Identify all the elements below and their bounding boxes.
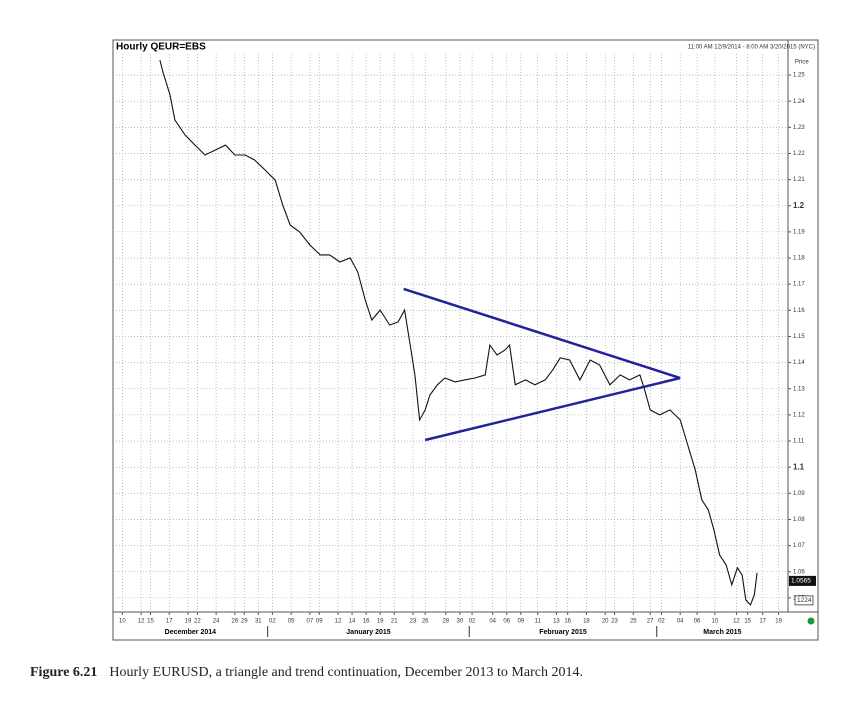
x-tick-label: 16 [363, 619, 370, 625]
x-tick-label: 02 [658, 619, 665, 625]
x-tick-label: 05 [288, 619, 295, 625]
info-box [794, 595, 814, 606]
y-tick-label: 1.06 [793, 569, 805, 575]
x-tick-label: 19 [377, 619, 384, 625]
x-tick-label: 17 [759, 619, 766, 625]
last-price-box [789, 575, 816, 586]
y-tick-label: 1.08 [793, 517, 805, 523]
month-label: December 2014 [165, 629, 216, 636]
x-tick-label: 26 [232, 619, 239, 625]
y-tick-label: 1.17 [793, 282, 805, 288]
x-tick-label: 19 [185, 619, 192, 625]
x-tick-label: 29 [241, 619, 248, 625]
y-tick-label: 1.11 [793, 439, 805, 445]
y-axis-label: Price [795, 60, 809, 66]
y-tick-label: 1.18 [793, 256, 805, 262]
y-tick-label: 1.19 [793, 229, 805, 235]
y-tick-label: 1.13 [793, 386, 805, 392]
y-tick-label: 1.12 [793, 412, 805, 418]
status-dot [807, 617, 815, 625]
x-tick-label: 22 [194, 619, 201, 625]
y-tick-label: 1.15 [793, 334, 805, 340]
x-tick-label: 09 [517, 619, 524, 625]
x-tick-label: 17 [166, 619, 173, 625]
x-tick-label: 27 [647, 619, 654, 625]
x-tick-label: 12 [733, 619, 740, 625]
y-tick-label: 1.23 [793, 125, 805, 131]
y-tick-label: 1.09 [793, 491, 805, 497]
x-tick-label: 12 [335, 619, 342, 625]
x-tick-label: 04 [677, 619, 684, 625]
x-tick-label: 11 [535, 619, 542, 625]
x-tick-label: 13 [553, 619, 560, 625]
y-tick-label: 1.1 [793, 462, 805, 471]
x-tick-label: 12 [138, 619, 145, 625]
trend-line [403, 287, 681, 380]
x-tick-label: 19 [775, 619, 782, 625]
y-tick-label: 1.22 [793, 151, 805, 157]
chart: Hourly QEUR=EBS 11:00 AM 12/9/2014 - 8:0… [112, 39, 819, 641]
chart-title: Hourly QEUR=EBS [116, 42, 206, 53]
y-tick-label: 1.2 [793, 201, 805, 210]
x-tick-label: 06 [503, 619, 510, 625]
x-tick-label: 10 [712, 619, 719, 625]
y-tick-label: 1.14 [793, 360, 805, 366]
month-label: February 2015 [539, 629, 587, 636]
x-tick-label: 06 [694, 619, 701, 625]
x-tick-label: 07 [307, 619, 314, 625]
y-tick-label: 1.25 [793, 73, 805, 79]
x-tick-label: 26 [422, 619, 429, 625]
price-line [159, 59, 758, 606]
trend-line [424, 376, 681, 442]
x-tick-label: 31 [255, 619, 262, 625]
chart-subtitle: 11:00 AM 12/9/2014 - 8:00 AM 3/20/2015 (… [688, 45, 815, 51]
x-tick-label: 20 [602, 619, 609, 625]
caption-label: Figure 6.21 [30, 665, 98, 680]
month-label: January 2015 [346, 629, 390, 636]
x-tick-label: 14 [349, 619, 356, 625]
x-tick-label: 16 [564, 619, 571, 625]
x-tick-label: 24 [213, 619, 220, 625]
month-label: March 2015 [703, 629, 741, 636]
chart-frame [112, 39, 819, 641]
x-tick-label: 15 [147, 619, 154, 625]
last-price-label: 1.0565 [791, 578, 811, 585]
x-tick-label: 30 [457, 619, 464, 625]
x-tick-label: 23 [611, 619, 618, 625]
x-tick-label: 04 [489, 619, 496, 625]
x-tick-label: 18 [583, 619, 590, 625]
x-tick-label: 23 [410, 619, 417, 625]
caption: Figure 6.21 Hourly EURUSD, a triangle and… [30, 665, 583, 681]
x-tick-label: 15 [744, 619, 751, 625]
y-tick-label: 1.16 [793, 308, 805, 314]
x-tick-label: 10 [119, 619, 126, 625]
info-box-label: 1224 [797, 597, 812, 604]
y-tick-label: 1.24 [793, 99, 805, 105]
x-tick-label: 28 [442, 619, 449, 625]
x-tick-label: 09 [316, 619, 323, 625]
x-tick-label: 25 [630, 619, 637, 625]
y-tick-label: 1.21 [793, 177, 805, 183]
x-tick-label: 21 [391, 619, 398, 625]
x-tick-label: 02 [269, 619, 276, 625]
y-tick-label: 1.07 [793, 543, 805, 549]
x-tick-label: 02 [469, 619, 476, 625]
caption-text: Hourly EURUSD, a triangle and trend cont… [109, 665, 583, 680]
